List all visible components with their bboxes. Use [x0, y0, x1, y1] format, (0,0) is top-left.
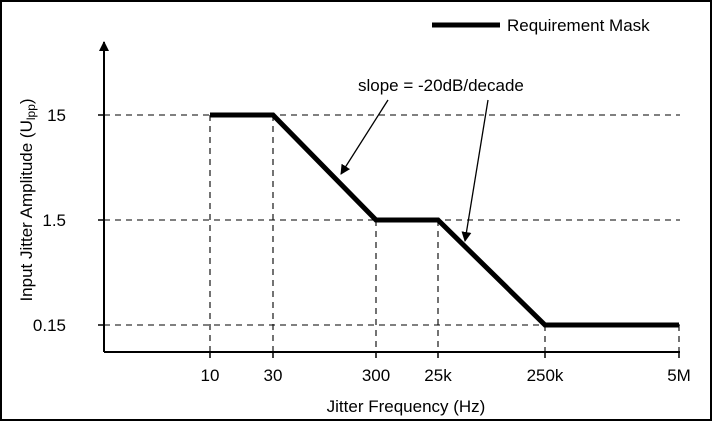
grid [98, 114, 680, 358]
axes [99, 41, 680, 353]
y-tick-label: 15 [47, 106, 66, 125]
x-tick-label: 250k [527, 366, 564, 385]
y-tick-label: 1.5 [42, 211, 66, 230]
x-tick-label: 300 [362, 366, 390, 385]
requirement-mask-line [210, 112, 679, 328]
x-tick-label: 25k [424, 366, 452, 385]
x-axis-title: Jitter Frequency (Hz) [327, 397, 486, 416]
x-tick-label: 30 [264, 366, 283, 385]
slope-annotation: slope = -20dB/decade [340, 76, 524, 242]
slope-arrow-left [340, 99, 389, 175]
y-axis-title-subscript: lpp [24, 104, 38, 120]
y-axis-title-close: ) [17, 98, 36, 104]
x-tick-label: 5M [667, 366, 691, 385]
legend: Requirement Mask [432, 16, 650, 35]
y-axis-title: Input Jitter Amplitude (Ulpp) [17, 98, 38, 301]
y-tick-labels: 0.15 1.5 15 [33, 106, 66, 335]
y-tick-label: 0.15 [33, 316, 66, 335]
slope-arrow-right [461, 99, 489, 242]
x-tick-label: 10 [201, 366, 220, 385]
slope-annotation-text: slope = -20dB/decade [358, 76, 524, 95]
y-axis-title-main: Input Jitter Amplitude (U [17, 120, 36, 301]
x-tick-labels: 10 30 300 25k 250k 5M [201, 366, 691, 385]
legend-label: Requirement Mask [507, 16, 650, 35]
